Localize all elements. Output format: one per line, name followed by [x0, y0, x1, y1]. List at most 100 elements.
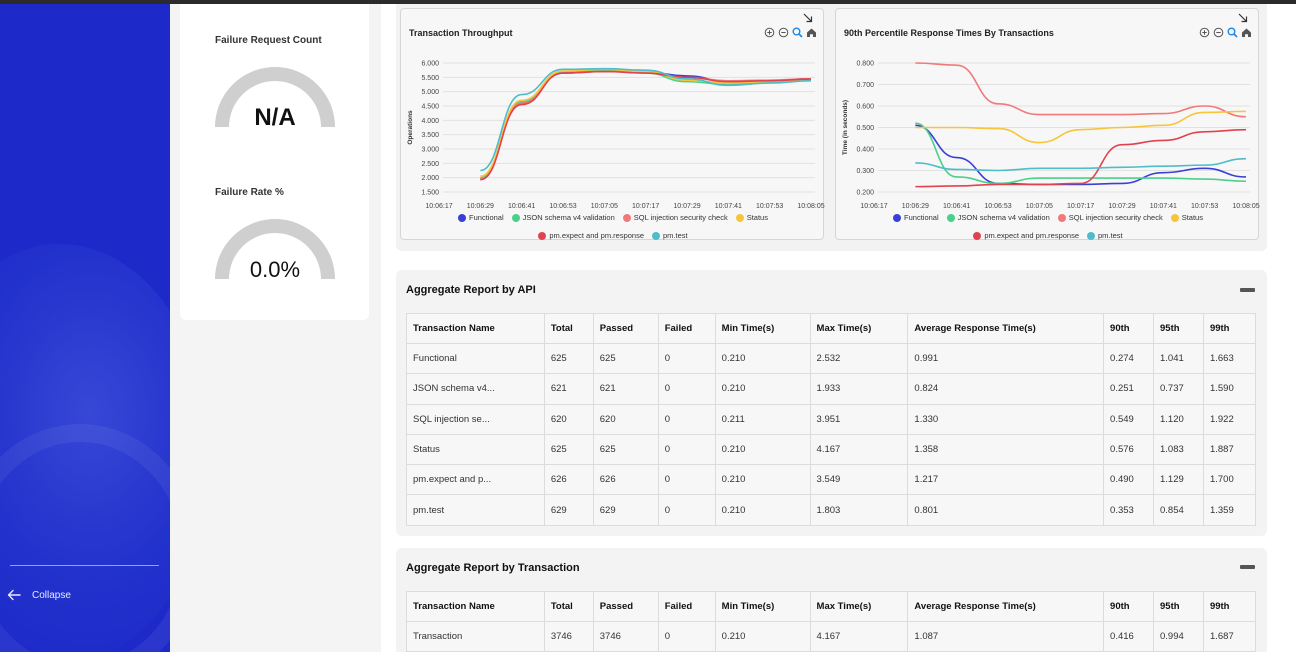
legend-label: SQL injection security check — [1068, 213, 1163, 222]
legend-swatch — [973, 232, 982, 240]
table-cell: 1.087 — [907, 621, 1105, 652]
failure-metrics-card: Failure Request Count N/A Failure Rate %… — [180, 4, 369, 320]
y-tick-label: 6.000 — [421, 61, 439, 68]
legend-item[interactable]: JSON schema v4 validation — [946, 210, 1050, 226]
table-row[interactable]: Functional 625 625 0 0.210 2.532 0.991 0.274 1.0… — [406, 342, 1257, 375]
series-line-json-schema-v4-validation[interactable] — [915, 122, 1247, 185]
column-header: Average Response Time(s) — [907, 591, 1105, 622]
table-cell: 625 — [592, 433, 659, 466]
table-cell: 0.994 — [1153, 621, 1204, 652]
api-report-panel: Aggregate Report by API Transaction Name… — [396, 270, 1267, 536]
table-cell: 620 — [543, 403, 594, 435]
table-cell: 0.576 — [1103, 433, 1154, 466]
legend-item[interactable]: Status — [1170, 210, 1203, 226]
legend-item[interactable]: Functional — [458, 210, 504, 226]
table-cell: 0 — [657, 373, 716, 405]
y-tick-label: 0.600 — [856, 104, 874, 111]
table-cell: pm.expect and p... — [406, 464, 545, 496]
column-header: Passed — [592, 313, 659, 344]
legend-item[interactable]: SQL injection security check — [622, 210, 728, 226]
legend-item[interactable]: pm.expect and pm.response — [973, 228, 1079, 244]
table-cell: 629 — [592, 494, 659, 526]
column-header: Total — [543, 591, 594, 622]
table-cell: 1.129 — [1153, 464, 1204, 496]
table-cell: 0.210 — [714, 342, 811, 375]
chart-title: Transaction Throughput — [409, 28, 513, 38]
charts-section: Transaction Throughput 1.500 2.000 2.500 3.… — [396, 4, 1267, 251]
table-cell: 0.353 — [1103, 494, 1154, 526]
table-cell: 620 — [592, 403, 659, 435]
legend-label: Functional — [469, 213, 504, 222]
table-cell: 1.687 — [1202, 621, 1257, 652]
expand-icon[interactable] — [803, 13, 813, 23]
legend-item[interactable]: Functional — [893, 210, 939, 226]
zoom-out-icon[interactable] — [1213, 25, 1224, 38]
table-cell: 4.167 — [809, 621, 909, 652]
series-line-functional[interactable] — [480, 70, 812, 180]
table-cell: 0 — [657, 342, 716, 375]
table-row[interactable]: JSON schema v4... 621 621 0 0.210 1.933 0.824 0… — [406, 373, 1257, 405]
series-line-pm-expect-and-pm-response[interactable] — [480, 70, 812, 181]
y-tick-label: 0.700 — [856, 82, 874, 89]
x-tick-label: 10:07:53 — [1191, 203, 1218, 210]
legend-swatch — [1170, 214, 1179, 222]
table-cell: 0.211 — [714, 403, 811, 435]
magnifier-icon[interactable] — [1227, 25, 1238, 38]
table-cell: JSON schema v4... — [406, 373, 545, 405]
zoom-in-icon[interactable] — [764, 25, 775, 38]
series-line-json-schema-v4-validation[interactable] — [480, 69, 812, 179]
failure-count-gauge — [215, 67, 335, 128]
home-icon[interactable] — [806, 25, 817, 37]
zoom-in-icon[interactable] — [1199, 25, 1210, 38]
x-tick-label: 10:06:29 — [902, 203, 929, 210]
series-line-functional[interactable] — [915, 124, 1247, 186]
series-line-sql-injection-security-check[interactable] — [915, 62, 1247, 118]
legend-label: SQL injection security check — [633, 213, 728, 222]
legend-item[interactable]: Status — [735, 210, 768, 226]
table-row[interactable]: pm.expect and p... 626 626 0 0.210 3.549 1.217… — [406, 464, 1257, 496]
series-line-pm-test[interactable] — [480, 67, 812, 172]
table-cell: 0.801 — [907, 494, 1105, 526]
series-line-pm-expect-and-pm-response[interactable] — [915, 128, 1247, 188]
table-cell: 1.120 — [1153, 403, 1204, 435]
table-header-row: Transaction Name Total Passed Failed Min Tim… — [406, 591, 1257, 622]
collapse-panel-button[interactable] — [1240, 288, 1255, 292]
table-cell: 626 — [592, 464, 659, 496]
table-cell: 1.217 — [907, 464, 1105, 496]
collapse-button[interactable]: Collapse — [6, 587, 71, 603]
x-tick-label: 10:06:41 — [508, 203, 535, 210]
column-header: Min Time(s) — [714, 591, 811, 622]
legend-item[interactable]: JSON schema v4 validation — [511, 210, 615, 226]
table-cell: Transaction — [406, 621, 545, 652]
table-row[interactable]: Transaction 3746 3746 0 0.210 4.167 1.087 0.416… — [406, 621, 1257, 652]
expand-icon[interactable] — [1238, 13, 1248, 23]
x-tick-label: 10:06:41 — [943, 203, 970, 210]
table-row[interactable]: Status 625 625 0 0.210 4.167 1.358 0.576 1.083 1.… — [406, 433, 1257, 466]
column-header: Total — [543, 313, 594, 344]
home-icon[interactable] — [1241, 25, 1252, 37]
legend-item[interactable]: pm.expect and pm.response — [538, 228, 644, 244]
series-line-pm-test[interactable] — [915, 157, 1247, 172]
column-header: 95th — [1153, 313, 1204, 344]
y-axis-label: Time (in seconds) — [842, 100, 849, 155]
table-row[interactable]: SQL injection se... 620 620 0 0.211 3.951 1.33… — [406, 403, 1257, 435]
legend-item[interactable]: pm.test — [652, 228, 688, 244]
column-header: Min Time(s) — [714, 313, 811, 344]
table-row[interactable]: pm.test 629 629 0 0.210 1.803 0.801 0.353 0.854 1… — [406, 494, 1257, 526]
collapse-panel-button[interactable] — [1240, 565, 1255, 569]
legend-item[interactable]: SQL injection security check — [1057, 210, 1163, 226]
legend-label: pm.expect and pm.response — [984, 231, 1080, 240]
table-cell: 0 — [657, 621, 716, 652]
y-tick-label: 3.500 — [421, 132, 439, 139]
y-tick-label: 0.500 — [856, 125, 874, 132]
series-line-status[interactable] — [915, 110, 1247, 144]
legend-item[interactable]: pm.test — [1087, 228, 1123, 244]
y-tick-label: 4.000 — [421, 118, 439, 125]
table-cell: 1.933 — [809, 373, 909, 405]
column-header: Failed — [657, 313, 716, 344]
series-line-status[interactable] — [480, 68, 812, 178]
table-cell: pm.test — [406, 494, 545, 526]
zoom-out-icon[interactable] — [778, 25, 789, 38]
table-cell: 1.083 — [1153, 433, 1204, 466]
magnifier-icon[interactable] — [792, 25, 803, 38]
